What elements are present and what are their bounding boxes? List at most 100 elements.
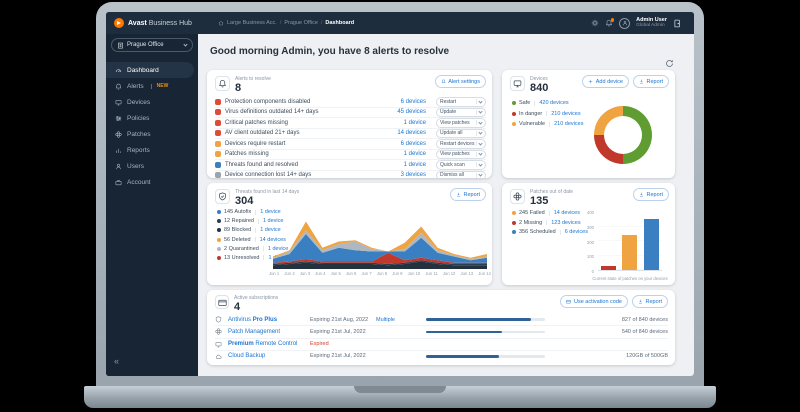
multiple-link[interactable]: Multiple [376, 316, 395, 323]
alert-action-dropdown[interactable]: Quick scan [436, 160, 486, 170]
breadcrumb-item-current[interactable]: Dashboard [325, 20, 355, 26]
alert-action-dropdown[interactable]: Update [436, 107, 486, 117]
divider [262, 246, 264, 252]
monitor-icon [115, 99, 122, 105]
x-tick-label: Jun 1 [269, 271, 280, 276]
devices-link[interactable]: 1 device [260, 227, 281, 234]
avast-brand: Avast Business Hub [114, 18, 192, 28]
divider [255, 227, 257, 233]
alert-status-icon [215, 161, 221, 168]
patch-icon [215, 328, 224, 335]
brand-name: Avast Business Hub [128, 20, 192, 27]
chevron-down-icon [478, 172, 483, 177]
sidebar-item-alerts[interactable]: Alerts NEW [106, 78, 198, 94]
alert-devices-link[interactable]: 1 device [403, 161, 426, 168]
sidebar-item-account[interactable]: Account [106, 174, 198, 190]
devices-link[interactable]: 1 device [260, 209, 281, 215]
alert-devices-link[interactable]: 6 devices [400, 140, 426, 147]
org-selector[interactable]: Prague Office [111, 38, 193, 52]
sidebar-item-policies[interactable]: Policies [106, 110, 198, 126]
report-button[interactable]: Report [449, 188, 486, 201]
subscription-name-link[interactable]: Premium Remote Control [228, 341, 298, 348]
sliders-icon [115, 115, 122, 121]
alert-row: Virus definitions outdated 14+ days 45 de… [215, 106, 486, 117]
sidebar-item-patches[interactable]: Patches [106, 126, 198, 142]
add-device-button[interactable]: Add device [582, 75, 629, 88]
sidebar-item-users[interactable]: Users [106, 158, 198, 174]
card-title: Devices [530, 76, 548, 82]
sidebar-item-label: Users [127, 162, 144, 170]
alert-devices-link[interactable]: 6 devices [400, 98, 426, 105]
breadcrumb-item[interactable]: Large Business Acc. [226, 20, 277, 26]
logout-door-icon[interactable] [673, 19, 682, 28]
sidebar-item-dashboard[interactable]: Dashboard [106, 62, 194, 78]
alert-action-dropdown[interactable]: Update all [436, 128, 486, 138]
user-name: Admin User [636, 16, 667, 23]
devices-link[interactable]: 210 devices [554, 121, 584, 127]
report-button[interactable]: Report [631, 295, 668, 308]
patches-count: 135 [530, 195, 549, 207]
settings-gear-icon[interactable] [591, 19, 599, 27]
subscription-name-link[interactable]: Antivirus Pro Plus [228, 316, 278, 323]
alert-action-dropdown[interactable]: Restart [436, 97, 486, 107]
chevron-down-icon [478, 151, 483, 156]
usage-text: 120GB of 500GB [626, 353, 668, 360]
report-button[interactable]: Report [632, 75, 669, 88]
alert-devices-link[interactable]: 14 devices [397, 130, 426, 137]
devices-link[interactable]: 210 devices [551, 110, 581, 117]
devices-link[interactable]: 14 devices [259, 236, 286, 243]
x-tick-label: Jun 13 [460, 271, 474, 276]
devices-link[interactable]: 1 device [262, 218, 284, 225]
chevron-down-icon [478, 109, 483, 114]
sidebar-item-label: Devices [127, 98, 151, 106]
user-role: Global Admin [636, 23, 665, 29]
devices-link[interactable]: 123 devices [551, 219, 581, 226]
home-icon [218, 20, 224, 26]
breadcrumb-separator: / [320, 20, 323, 26]
refresh-icon[interactable] [665, 55, 674, 73]
bell-icon [215, 76, 230, 91]
sidebar-item-label: Reports [127, 146, 150, 154]
legend-dot [217, 228, 221, 233]
use-activation-code-button[interactable]: Use activation code [560, 295, 628, 308]
card-header: Devices 840 [510, 76, 548, 94]
alert-settings-button[interactable]: Alert settings [434, 75, 486, 88]
monitor-icon [510, 76, 525, 91]
alert-status-icon [215, 98, 221, 105]
area-series-unresolved [273, 252, 487, 264]
breadcrumb-item[interactable]: Prague Office [284, 20, 318, 26]
report-button[interactable]: Report [632, 188, 669, 201]
user-menu[interactable]: Admin User Global Admin [636, 17, 667, 30]
alert-action-dropdown[interactable]: Dismiss all [436, 170, 486, 180]
download-icon [457, 192, 460, 197]
sidebar-item-label: Dashboard [127, 66, 159, 74]
devices-link[interactable]: 420 devices [539, 100, 569, 106]
legend-dot [512, 111, 516, 116]
alert-text: Critical patches missing [225, 119, 289, 126]
alert-action-dropdown[interactable]: View patches [436, 149, 486, 159]
alert-devices-link[interactable]: 3 devices [400, 172, 426, 179]
subscription-name-link[interactable]: Patch Management [228, 328, 281, 335]
card-title: Active subscriptions [234, 295, 279, 301]
x-tick-label: Jun 8 [376, 271, 388, 276]
legend-dot [217, 210, 221, 214]
notifications-bell-icon[interactable] [605, 18, 615, 27]
sidebar-collapse-button[interactable]: « [114, 356, 120, 366]
avatar[interactable] [619, 17, 631, 29]
legend-item: Safe 420 devices [512, 100, 583, 106]
sidebar-item-devices[interactable]: Devices [106, 94, 198, 110]
alert-action-dropdown[interactable]: View patches [436, 118, 486, 128]
breadcrumb: Large Business Acc. / Prague Office / Da… [218, 20, 354, 26]
subscription-name-link[interactable]: Cloud Backup [228, 353, 266, 360]
alert-devices-link[interactable]: 1 device [403, 151, 426, 158]
sidebar-item-reports[interactable]: Reports [106, 142, 198, 158]
alert-devices-link[interactable]: 45 devices [397, 109, 426, 116]
usage-progress-bar [426, 318, 545, 321]
alert-action-dropdown[interactable]: Restart devices [436, 139, 486, 149]
briefcase-icon [115, 179, 122, 185]
alert-devices-link[interactable]: 1 device [403, 119, 426, 126]
divider [559, 229, 561, 235]
devices-link[interactable]: 6 devices [564, 229, 588, 235]
devices-link[interactable]: 1 device [267, 245, 289, 252]
devices-link[interactable]: 14 devices [553, 210, 580, 216]
